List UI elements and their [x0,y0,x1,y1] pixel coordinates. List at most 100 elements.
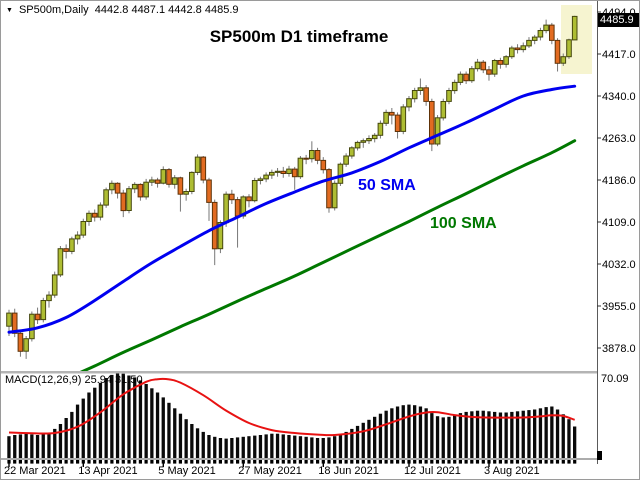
bear-candle [394,114,401,132]
bull-candle [503,56,509,65]
bull-candle [86,212,92,223]
bull-candle [491,60,498,75]
bull-candle [109,182,115,191]
chart-title-annotation: SP500m D1 timeframe [209,27,389,46]
date-axis-label: 12 Jul 2021 [404,465,461,477]
sma100-line [79,139,577,371]
bull-candle [406,98,412,108]
bear-candle [389,111,395,116]
price-axis-label: 4263.0 [602,133,636,145]
bull-candle [183,191,189,195]
pane-divider[interactable] [1,371,597,374]
bear-candle [137,183,144,198]
date-axis-label: 22 Mar 2021 [4,465,66,477]
bear-candle [314,150,321,161]
bull-candle [531,36,538,41]
bull-candle [331,182,338,209]
bull-candle [6,312,12,327]
bull-candle [297,157,304,178]
bull-candle [223,193,229,224]
bear-candle [423,87,429,102]
macd-histogram [7,373,577,458]
bear-candle [429,101,435,145]
time-axis: 22 Mar 2021 13 Apr 2021 5 May 2021 27 May 2… [4,460,577,477]
bull-candle [40,300,47,321]
bear-candle [114,182,121,194]
bull-candle [354,141,361,149]
bull-candle [411,90,418,100]
bull-candle [537,30,544,38]
bear-candle [11,312,18,334]
subwindow-drag-marker[interactable] [597,451,602,460]
price-axis-label: 4417.0 [602,49,636,61]
bull-candle [217,222,224,250]
bear-candle [154,179,161,184]
bull-candle [257,178,264,181]
bull-candle [474,61,481,70]
bull-candle [360,140,367,143]
macd-scale-max-label: 70.09 [601,373,629,385]
bear-candle [480,61,487,71]
bear-candle [303,157,309,160]
bull-candle [269,171,275,176]
bull-candle [509,47,515,58]
bear-candle [291,168,298,178]
bull-candle [274,170,281,173]
bull-candle [194,156,201,173]
bear-candle [326,169,332,209]
sma100-label: 100 SMA [430,215,497,232]
bull-candle [440,101,447,119]
bear-candle [17,332,24,352]
symbol-info-bar: ▼ SP500m,Daily 4442.8 4487.1 4442.8 4485… [6,4,239,16]
bull-candle [371,134,378,140]
sma50-label: 50 SMA [358,177,416,194]
bull-candle [103,189,109,206]
bear-candle [514,47,521,51]
macd-signal-line [8,377,576,437]
bear-candle [120,192,127,212]
bear-candle [166,169,172,185]
bear-candle [234,199,241,217]
symbol-ohlc-info: SP500m,Daily 4442.8 4487.1 4442.8 4485.9 [18,4,239,16]
bull-candle [520,45,527,51]
bull-candle [240,196,247,217]
bull-candle [451,81,458,92]
bull-candle [80,221,87,236]
bull-candle [309,150,315,160]
bull-candle [566,39,572,58]
bull-candle [160,169,167,184]
bear-candle [34,313,41,321]
bull-candle [263,174,269,180]
price-axis-label: 3955.0 [602,301,636,313]
bull-candle [189,171,195,192]
price-axis-label: 3878.0 [602,343,636,355]
bull-candle [434,117,441,145]
bear-candle [486,69,492,75]
price-axis: 4494.04417.04340.04263.04186.04109.04032… [597,7,636,355]
bull-candle [349,147,355,157]
bear-candle [246,196,252,202]
bull-candle [51,274,58,296]
macd-indicator-label: MACD(12,26,9) 25.94 31.50 [5,374,143,386]
bull-candle [143,181,149,198]
bear-candle [91,212,98,218]
bull-candle [337,163,344,184]
bull-candle [446,90,452,102]
bear-candle [63,248,69,252]
bull-candle [366,138,372,142]
symbol-dropdown-icon[interactable]: ▼ [6,6,13,14]
bull-candle [74,234,81,240]
bull-candle [286,168,292,175]
bull-candle [126,188,132,211]
bear-candle [200,156,207,181]
price-axis-label: 4340.0 [602,91,636,103]
bear-candle [177,177,184,195]
bull-candle [57,248,64,276]
bull-candle [457,73,464,83]
date-axis-label: 18 Jun 2021 [318,465,379,477]
candlestick-series [6,15,578,359]
bull-candle [171,177,178,185]
current-price-tag: 4485.9 [598,13,639,27]
bull-candle [543,24,549,32]
